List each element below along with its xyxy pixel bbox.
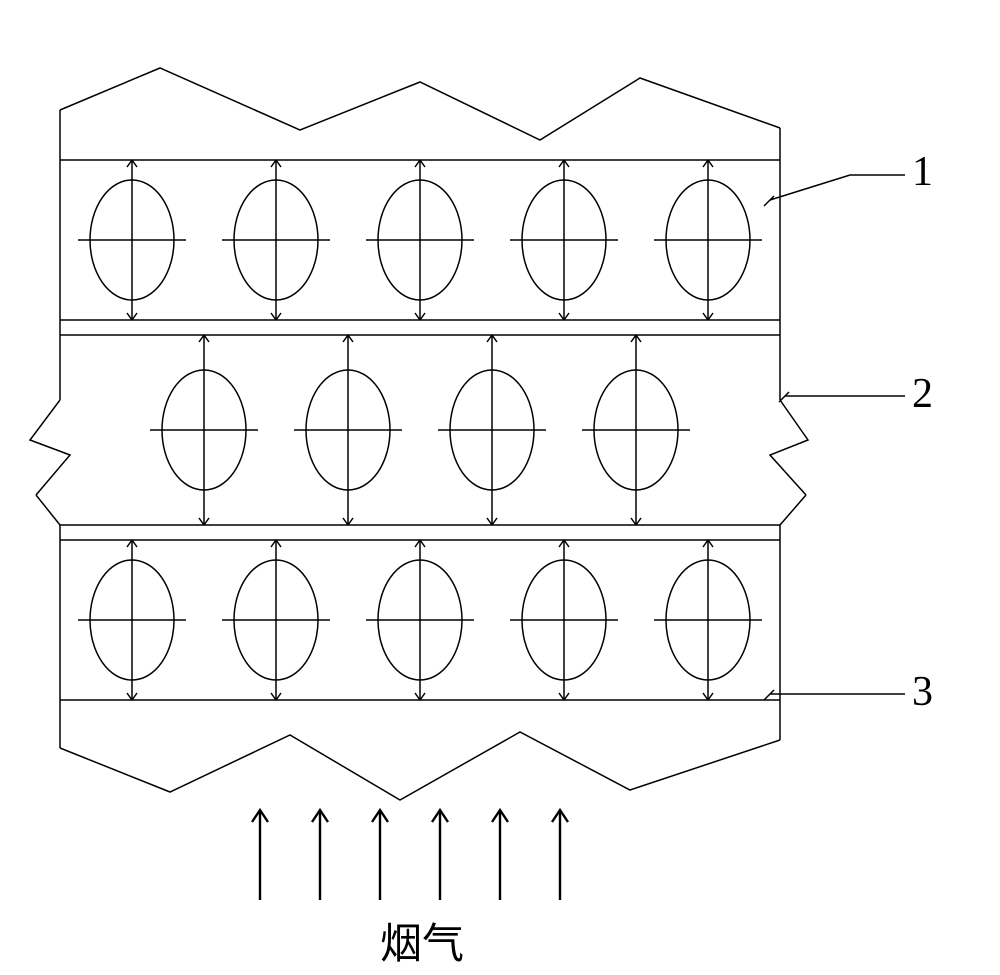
flue-gas-label: 烟气 [380, 910, 464, 971]
callout-3: 3 [912, 668, 933, 716]
callout-2: 2 [912, 370, 933, 418]
callout-1: 1 [912, 148, 933, 196]
heat-exchanger-diagram [0, 0, 1000, 975]
